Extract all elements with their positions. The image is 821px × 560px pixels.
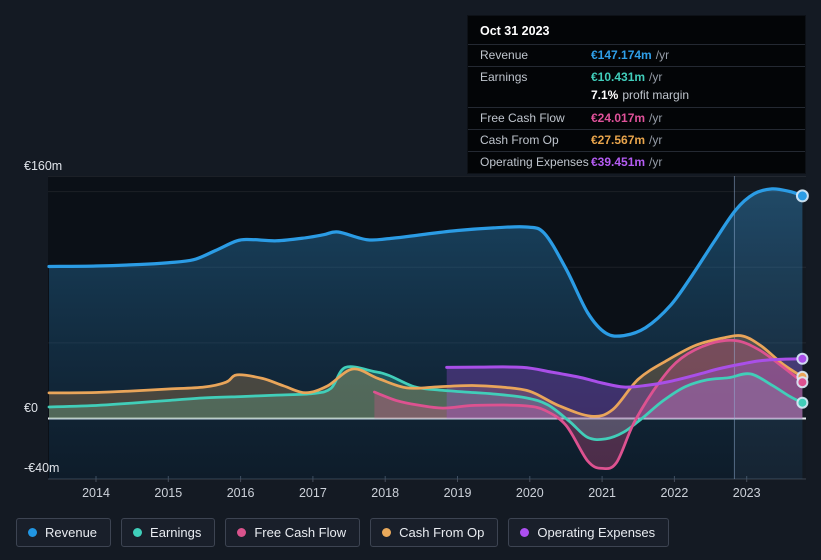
legend-dot-icon <box>28 528 37 537</box>
tooltip-row: Free Cash Flow €24.017m/yr <box>468 107 805 129</box>
tooltip-date: Oct 31 2023 <box>480 24 550 38</box>
tooltip-row: Revenue €147.174m/yr <box>468 44 805 66</box>
tooltip-rows: Revenue €147.174m/yr Earnings €10.431m/yr 7.… <box>468 44 805 173</box>
tooltip-row-label: Cash From Op <box>480 133 559 147</box>
series-end-dot-earnings[interactable] <box>796 396 809 409</box>
x-axis-label: 2020 <box>515 486 544 500</box>
series-area-earnings <box>49 366 803 440</box>
tooltip-row-suffix: /yr <box>655 48 670 62</box>
legend-chip-earnings[interactable]: Earnings <box>121 518 216 547</box>
legend-chip-cash-from-op[interactable]: Cash From Op <box>370 518 499 547</box>
series-line-free-cash-flow <box>373 338 804 471</box>
series-area-revenue <box>49 188 803 479</box>
tooltip-row-label: Revenue <box>480 48 529 62</box>
series-line-earnings <box>47 365 804 441</box>
legend-dot-icon <box>133 528 143 537</box>
tooltip-row: Operating Expenses €39.451m/yr <box>468 151 805 173</box>
x-axis-label: 2023 <box>732 486 761 500</box>
x-axis-label: 2017 <box>298 486 327 500</box>
series-area-operating-expenses <box>446 358 803 419</box>
chart-tooltip: Oct 31 2023 Revenue €147.174m/yr Earnings €… <box>467 15 806 174</box>
legend-chip-free-cash-flow[interactable]: Free Cash Flow <box>225 518 361 547</box>
tooltip-row-value: €24.017m <box>591 111 646 125</box>
x-axis-label: 2014 <box>82 486 110 500</box>
tooltip-row-suffix: /yr <box>649 111 663 125</box>
tooltip-row-value: €147.174m <box>591 48 652 62</box>
tooltip-profit-margin-line: 7.1% profit margin <box>468 87 805 107</box>
legend-label: Cash From Op <box>399 525 485 540</box>
profit-margin-value: 7.1% <box>591 88 619 102</box>
tooltip-row-suffix: /yr <box>649 133 663 147</box>
hover-highlight-region <box>734 176 806 479</box>
legend-label: Operating Expenses <box>537 525 656 540</box>
tooltip-row-suffix: /yr <box>649 155 663 169</box>
profit-margin-text: profit margin <box>622 88 690 102</box>
x-axis-label: 2015 <box>154 486 183 500</box>
legend-label: Revenue <box>45 525 98 540</box>
x-axis-label: 2016 <box>226 486 255 500</box>
tooltip-row-label: Operating Expenses <box>480 155 589 169</box>
legend-dot-icon <box>382 528 392 537</box>
legend-chip-revenue[interactable]: Revenue <box>16 518 112 547</box>
series-line-cash-from-op <box>47 334 804 418</box>
tooltip-row-label: Earnings <box>480 70 528 84</box>
x-axis-label: 2021 <box>588 486 616 500</box>
chart-legend: Revenue Earnings Free Cash Flow Cash From O… <box>16 518 670 547</box>
series-end-dot-operating-expenses[interactable] <box>796 352 809 365</box>
x-axis-label: 2019 <box>443 486 472 500</box>
x-axis-label: 2022 <box>660 486 689 500</box>
tooltip-row: Cash From Op €27.567m/yr <box>468 129 805 151</box>
legend-dot-icon <box>520 528 530 537</box>
tooltip-row-suffix: /yr <box>649 70 663 84</box>
tooltip-row-label: Free Cash Flow <box>480 111 565 125</box>
series-end-dot-revenue[interactable] <box>795 189 809 203</box>
legend-chip-operating-expenses[interactable]: Operating Expenses <box>508 518 670 547</box>
tooltip-row-value: €10.431m <box>591 70 646 84</box>
legend-label: Earnings <box>150 525 202 540</box>
y-axis-label: €160m <box>24 158 63 173</box>
series-area-free-cash-flow <box>374 340 803 469</box>
series-line-operating-expenses <box>445 357 804 389</box>
y-axis-label: €0 <box>24 400 38 415</box>
legend-dot-icon <box>237 528 247 537</box>
legend-label: Free Cash Flow <box>254 525 347 540</box>
tooltip-row: Earnings €10.431m/yr <box>468 66 805 88</box>
tooltip-row-value: €27.567m <box>591 133 646 147</box>
series-end-dot-free-cash-flow[interactable] <box>796 376 809 389</box>
tooltip-row-value: €39.451m <box>591 155 646 169</box>
series-line-revenue <box>47 187 805 338</box>
y-axis-label: -€40m <box>24 461 60 475</box>
x-axis-label: 2018 <box>371 486 400 500</box>
